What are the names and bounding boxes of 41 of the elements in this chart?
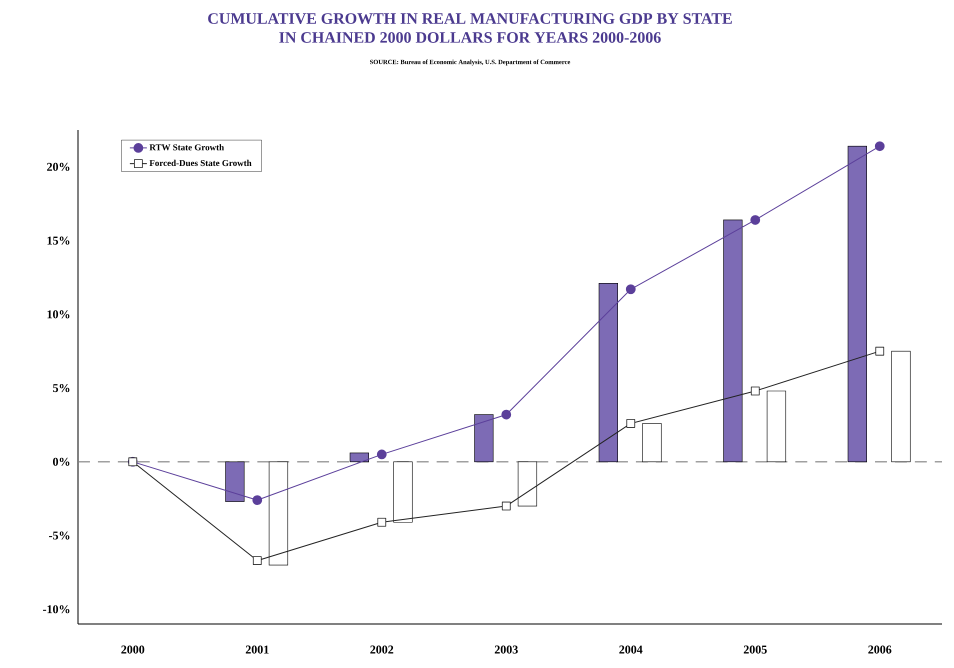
x-tick-label: 2005 (744, 646, 767, 654)
point (626, 419, 636, 428)
chart-title: CUMULATIVE GROWTH IN REAL MANUFACTURING GDP BY STATE IN CHAINED 2000 DOLLARS FOR YEARS 2000-2006 (208, 13, 732, 43)
bar (598, 283, 618, 462)
bar (766, 390, 786, 462)
x-tick-label: 2002 (370, 646, 394, 654)
legend-label: Forced-Dues State Growth (150, 160, 252, 166)
bar (848, 146, 867, 462)
bar (518, 461, 538, 506)
point (501, 410, 512, 420)
point (502, 502, 511, 510)
y-tick-label: 10% (48, 310, 70, 318)
y-tick-label: -10% (43, 605, 70, 614)
bar (225, 461, 245, 502)
point (875, 346, 884, 356)
point (626, 284, 636, 294)
y-tick-label: -5% (49, 531, 70, 540)
bar (268, 461, 288, 566)
x-tick-label: 2004 (619, 646, 642, 654)
y-tick-label: 5% (53, 384, 70, 392)
y-tick-label: 20% (47, 162, 70, 171)
legend-label: RTW State Growth (150, 144, 224, 150)
y-tick-label: 15% (48, 236, 70, 245)
point (252, 495, 262, 506)
point (750, 215, 760, 225)
bar (350, 452, 369, 462)
x-tick-label: 2001 (246, 646, 269, 654)
point (874, 141, 885, 152)
point (377, 518, 386, 527)
x-tick-label: 2006 (868, 646, 892, 654)
point (376, 450, 387, 460)
bar (891, 350, 911, 462)
point (252, 556, 262, 565)
y-tick-label: 0% (53, 458, 70, 466)
bar (642, 423, 662, 462)
point (750, 386, 760, 396)
bar (393, 461, 413, 523)
x-tick-label: 2003 (494, 646, 518, 654)
x-tick-label: 2000 (121, 646, 144, 654)
bar (474, 414, 494, 462)
bar (723, 220, 742, 462)
